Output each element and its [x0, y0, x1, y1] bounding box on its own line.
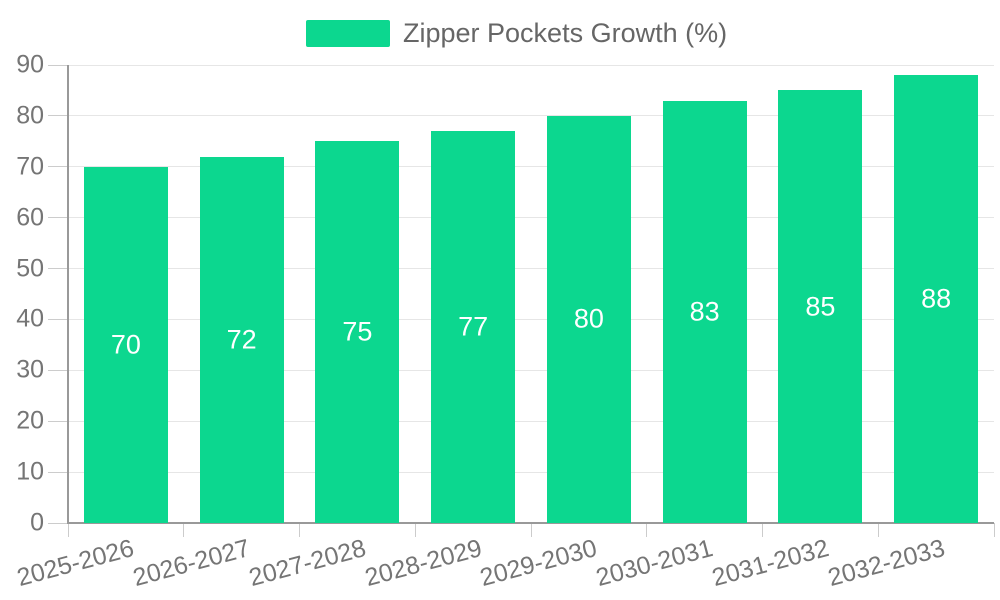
y-axis-line [67, 65, 69, 523]
x-axis-tick-label: 2026-2027 [130, 534, 253, 592]
bar [83, 166, 168, 523]
y-gridline [68, 115, 994, 117]
x-axis-tick-label: 2025-2026 [14, 534, 138, 592]
bar-value-label: 80 [573, 303, 604, 334]
y-axis-tick-label: 10 [16, 457, 44, 486]
y-gridline [68, 420, 994, 422]
x-axis-tick [299, 523, 300, 537]
y-axis-tick [48, 522, 68, 524]
bar [662, 100, 747, 523]
x-axis-tick-label: 2030-2031 [593, 534, 716, 592]
x-axis-tick [646, 523, 648, 537]
y-axis-tick-label: 80 [16, 101, 44, 130]
y-gridline [68, 268, 994, 270]
y-gridline [68, 369, 994, 371]
x-axis-tick-label: 2032-2033 [824, 534, 948, 592]
y-axis-tick-label: 0 [30, 508, 44, 537]
bar [199, 156, 284, 523]
x-axis-tick-label: 2027-2028 [245, 534, 369, 592]
y-axis-tick [48, 64, 68, 66]
y-axis-tick [48, 166, 68, 168]
y-gridline [68, 217, 994, 219]
y-axis-tick-label: 70 [16, 152, 44, 181]
y-axis-tick [48, 420, 68, 422]
bar [431, 131, 516, 523]
y-gridline [68, 64, 994, 66]
x-axis-tick [414, 523, 416, 537]
x-axis-tick-label: 2028-2029 [361, 534, 485, 592]
bar [546, 115, 631, 523]
y-axis-tick-label: 90 [16, 50, 44, 79]
x-axis-tick [530, 523, 532, 537]
x-axis-tick-label: 2031-2032 [708, 534, 832, 592]
y-axis-tick-label: 30 [16, 355, 44, 384]
x-axis-tick [67, 523, 69, 537]
bar-value-label: 70 [110, 329, 141, 360]
x-axis-tick [183, 523, 185, 537]
chart-legend-item[interactable]: Zipper Pockets Growth (%) [306, 18, 727, 48]
bar-value-label: 77 [458, 311, 489, 342]
y-gridline [68, 471, 994, 473]
y-gridline [68, 166, 994, 168]
bar-value-label: 75 [342, 316, 373, 347]
x-axis-tick-label: 2029-2030 [477, 534, 601, 592]
y-axis-tick-label: 60 [16, 203, 44, 232]
x-axis-tick [877, 523, 879, 537]
y-axis-tick [48, 471, 68, 473]
legend-label: Zipper Pockets Growth (%) [403, 18, 728, 48]
x-axis-tick [993, 523, 995, 537]
bar-value-label: 83 [689, 296, 720, 327]
x-axis-line [67, 522, 994, 524]
bar [894, 75, 979, 523]
bar [315, 141, 400, 523]
bar-value-label: 85 [805, 291, 836, 322]
y-axis-tick [48, 268, 68, 270]
y-axis-tick [48, 115, 68, 117]
x-axis-tick [762, 523, 763, 537]
bar [778, 90, 863, 523]
y-axis-tick-label: 40 [16, 304, 44, 333]
y-axis-tick-label: 50 [16, 254, 44, 283]
legend-swatch [306, 19, 390, 47]
bar-value-label: 88 [921, 283, 952, 314]
y-gridline [68, 318, 994, 320]
y-axis-tick [48, 369, 68, 371]
y-axis-tick [48, 318, 68, 320]
y-axis-tick-label: 20 [16, 406, 44, 435]
y-axis-tick [48, 217, 68, 219]
bar-value-label: 72 [226, 324, 257, 355]
